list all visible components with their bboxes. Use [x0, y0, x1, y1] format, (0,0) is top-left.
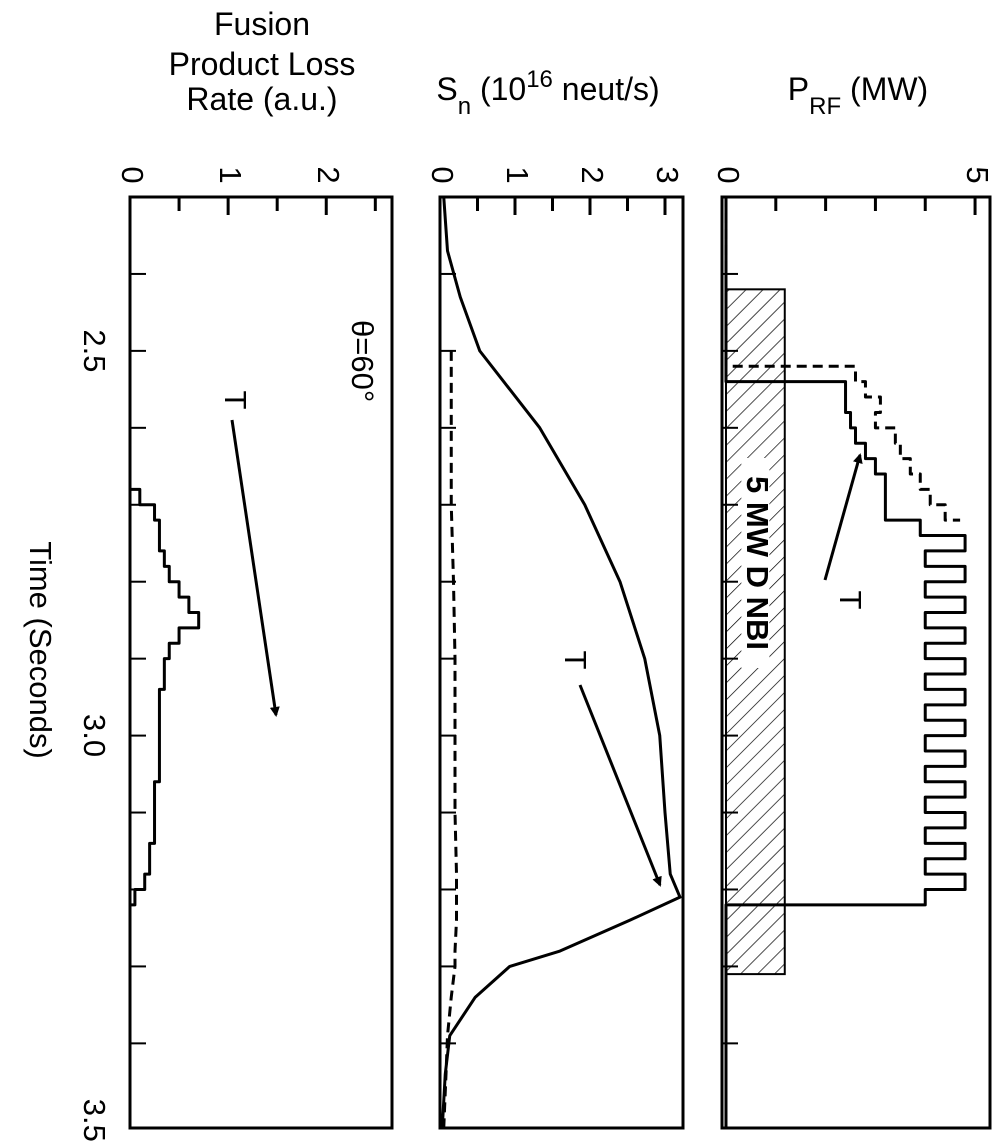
- panel-frame: [128, 195, 394, 1130]
- annotation: T: [218, 391, 253, 410]
- y-tick-label: 2: [575, 166, 610, 183]
- title-part: (10: [471, 71, 526, 107]
- y-tick-label: 1: [500, 166, 535, 183]
- arrow: [823, 453, 863, 581]
- title-part: RF: [809, 93, 841, 120]
- panel-title: Fusion: [214, 6, 310, 42]
- title-part: n: [458, 93, 471, 120]
- title-part: P: [788, 71, 809, 107]
- arrow: [578, 684, 662, 887]
- y-tick-label: 5: [960, 166, 995, 183]
- panel-title: Sn (1016 neut/s): [436, 66, 659, 120]
- y-tick-label: 1: [213, 166, 248, 183]
- y-tick-label: 0: [425, 166, 460, 183]
- panel-title: Rate (a.u.): [186, 81, 337, 117]
- y-tick-label: 0: [711, 166, 746, 183]
- x-tick-label: 3.0: [77, 714, 112, 757]
- data-line: [724, 197, 961, 522]
- title-part: 16: [526, 66, 553, 93]
- bar-label: 5 MW D NBI: [740, 476, 775, 650]
- data-line: [442, 350, 458, 1129]
- data-line: [724, 197, 967, 1128]
- x-tick-label: 3.5: [77, 1099, 112, 1142]
- panel-title: Product Loss: [169, 46, 356, 82]
- panel-frame: [720, 195, 992, 1130]
- x-axis-label: Time (Seconds): [23, 541, 58, 759]
- panel-frame: [438, 195, 685, 1130]
- y-tick-label: 2: [311, 166, 346, 183]
- y-tick-label: 0: [115, 166, 150, 183]
- annotation: θ=60°: [345, 320, 380, 402]
- panel-title: PRF (MW): [788, 71, 928, 120]
- data-line: [128, 197, 201, 1121]
- x-tick-label: 2.5: [77, 329, 112, 372]
- label-backdrop: [741, 458, 770, 668]
- y-tick-label: 3: [650, 166, 685, 183]
- arrow: [230, 419, 280, 717]
- title-part: neut/s): [553, 71, 660, 107]
- annotation: T: [833, 591, 868, 610]
- title-part: (MW): [841, 71, 928, 107]
- annotation: T: [558, 651, 593, 670]
- data-line: [440, 196, 682, 1129]
- title-part: S: [436, 71, 457, 107]
